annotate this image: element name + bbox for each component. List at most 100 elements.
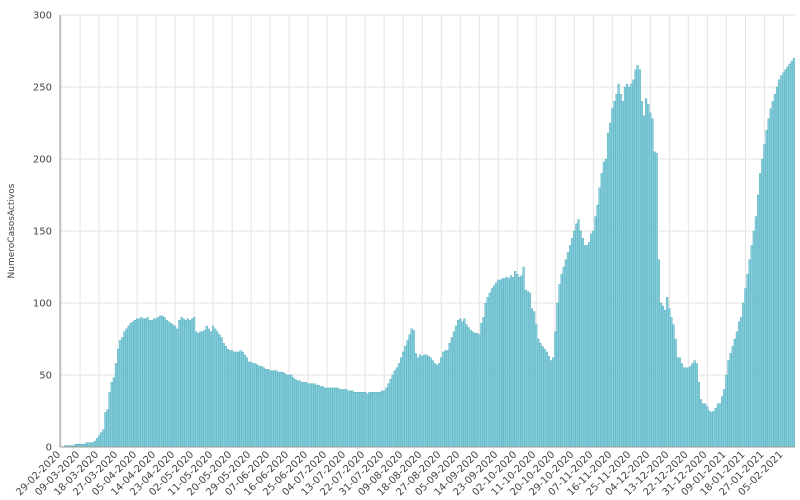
bar [782,72,785,448]
bar [509,275,513,448]
bar [106,409,109,448]
bar [689,366,692,448]
bar [243,354,246,448]
bar [632,79,635,448]
bar [260,366,263,448]
bar [638,69,641,448]
bar [613,101,616,448]
bar [670,317,673,448]
bar [575,223,578,448]
bar [723,389,726,448]
bar [334,387,337,448]
bar [294,379,297,448]
bar [526,291,529,448]
y-tick-label: 250 [33,83,52,94]
bar [571,237,574,448]
bar [281,371,284,448]
bar [729,353,732,448]
bar [104,412,107,448]
bar [482,317,485,448]
bar [721,396,724,448]
bar [212,325,215,448]
bar [326,387,329,448]
y-tick-label: 300 [33,11,52,22]
bar [533,311,536,448]
bar [499,279,502,448]
bar [537,338,540,448]
bar [87,442,90,448]
bar [190,318,194,448]
bar [503,278,506,448]
bar [518,276,521,448]
bar [188,320,191,448]
bar [767,118,770,448]
bar [606,132,610,448]
bar [647,104,650,448]
y-tick-label: 200 [33,155,52,166]
bar [271,370,274,448]
bar [699,399,703,448]
bar [336,387,339,448]
bar [140,317,143,448]
bar [302,382,306,448]
bar [245,357,249,448]
bar [161,315,164,448]
bar [150,320,153,448]
bar [184,320,187,448]
bar [157,317,160,448]
bar [492,285,496,448]
bar [91,442,94,448]
bar [476,333,479,448]
bar [414,353,417,448]
bar [583,245,586,448]
bar [385,387,388,448]
bar [748,259,751,448]
bar [142,318,145,448]
bar [159,315,162,448]
bar [630,83,633,448]
bar [381,390,384,448]
bar [355,392,358,448]
bar [691,363,694,448]
bar [554,331,557,448]
bar [710,412,713,448]
bar [657,259,660,448]
bar [737,321,741,448]
y-axis-label: NumeroCasosActivos [7,183,17,278]
bar [359,392,363,448]
bar [577,219,580,448]
bar [235,351,238,448]
bar [543,348,546,448]
bar [604,158,608,448]
bar [678,357,681,448]
bar [97,435,101,448]
bar [273,370,276,448]
bar [775,86,779,448]
bar [332,387,335,448]
bar [378,392,382,448]
bar [463,318,466,448]
bar [587,242,591,448]
bar [400,357,403,448]
bar [676,357,679,448]
bar [655,153,658,448]
bar [564,259,567,448]
bar [539,343,542,448]
bar [786,66,789,448]
bar [511,276,515,448]
bar [756,194,760,448]
bar [372,392,375,448]
bar [522,266,525,448]
bar [497,279,500,448]
bar [674,338,677,448]
bar [706,406,709,448]
bar [427,356,430,448]
bar [182,318,185,448]
bar [102,429,105,448]
bar [136,318,139,448]
bar [406,340,409,448]
bar [250,361,253,448]
bar [178,320,181,448]
bar [108,392,111,448]
bar [328,387,331,448]
